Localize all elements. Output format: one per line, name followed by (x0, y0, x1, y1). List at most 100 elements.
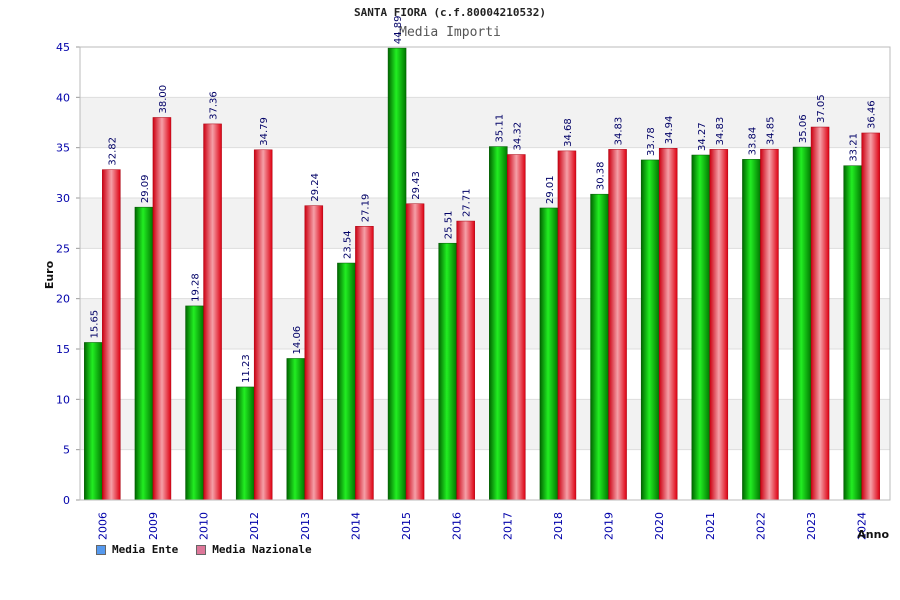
x-tick-label: 2022 (754, 512, 767, 540)
data-label-ente-2021: 34.27 (697, 122, 708, 151)
data-label-nazionale-2015: 29.43 (411, 171, 422, 200)
x-axis-label: Anno (857, 528, 889, 541)
bar-nazionale-2017 (507, 154, 526, 501)
bar-nazionale-2023 (810, 126, 830, 501)
x-tick-label: 2010 (198, 512, 211, 540)
x-tick-label: 2015 (400, 512, 413, 540)
data-label-nazionale-2012: 34.79 (259, 117, 270, 146)
x-tick-label: 2006 (96, 512, 109, 540)
data-label-ente-2012: 11.23 (241, 354, 252, 383)
bar-nazionale-2022 (760, 148, 779, 501)
data-label-ente-2010: 19.28 (191, 273, 202, 302)
bars-layer (84, 47, 880, 501)
x-tick-label: 2021 (704, 512, 717, 540)
x-tick-label: 2017 (501, 512, 514, 540)
bar-ente-2023 (792, 146, 812, 501)
bar-ente-2020 (640, 159, 660, 501)
y-tick-label: 10 (56, 393, 70, 406)
data-label-nazionale-2018: 34.68 (563, 118, 574, 147)
bar-nazionale-2014 (355, 226, 374, 501)
bar-nazionale-2013 (304, 205, 324, 501)
data-label-ente-2019: 30.38 (596, 162, 607, 191)
bar-ente-2019 (590, 193, 609, 501)
bar-ente-2009 (134, 206, 154, 501)
data-label-ente-2022: 33.84 (747, 127, 758, 156)
x-tick-label: 2012 (248, 512, 261, 540)
data-label-nazionale-2014: 27.19 (360, 194, 371, 223)
y-tick-label: 30 (56, 192, 70, 205)
data-label-nazionale-2019: 34.83 (614, 117, 625, 146)
y-tick-label: 5 (63, 444, 70, 457)
data-label-ente-2009: 29.09 (140, 175, 151, 204)
bar-ente-2021 (691, 154, 711, 501)
data-label-nazionale-2006: 32.82 (107, 137, 118, 166)
data-label-nazionale-2021: 34.83 (715, 117, 726, 146)
legend-item-nazionale: Media Nazionale (196, 543, 312, 556)
bar-ente-2017 (489, 146, 508, 501)
bar-ente-2006 (84, 342, 103, 501)
bar-nazionale-2010 (203, 123, 222, 501)
x-tick-label: 2019 (603, 512, 616, 540)
data-label-nazionale-2010: 37.36 (209, 91, 220, 120)
legend-label-ente: Media Ente (112, 543, 179, 556)
y-tick-label: 45 (56, 41, 70, 54)
bar-nazionale-2015 (405, 203, 425, 501)
data-label-nazionale-2009: 38.00 (158, 85, 169, 114)
data-label-nazionale-2023: 37.05 (816, 94, 827, 123)
bar-ente-2015 (387, 47, 407, 501)
chart-title: SANTA FIORA (c.f.80004210532) (353, 6, 547, 19)
bar-ente-2014 (337, 262, 356, 501)
x-tick-label: 2009 (147, 512, 160, 540)
x-tick-label: 2024 (856, 512, 869, 540)
bar-ente-2012 (235, 386, 255, 501)
bar-ente-2013 (286, 358, 306, 501)
x-tick-label: 2013 (299, 512, 312, 540)
y-tick-label: 20 (56, 293, 70, 306)
x-tick-label: 2023 (805, 512, 818, 540)
bar-nazionale-2009 (152, 117, 172, 501)
data-label-ente-2015: 44.89 (393, 15, 404, 44)
data-label-ente-2024: 33.21 (849, 133, 860, 162)
data-label-nazionale-2024: 36.46 (867, 100, 878, 129)
bar-ente-2016 (438, 242, 457, 501)
bar-nazionale-2019 (608, 149, 627, 501)
bar-ente-2024 (843, 165, 862, 501)
x-tick-label: 2014 (349, 512, 362, 540)
data-label-nazionale-2017: 34.32 (512, 122, 523, 151)
bar-nazionale-2012 (253, 149, 273, 501)
bar-nazionale-2020 (658, 148, 678, 501)
data-label-ente-2023: 35.06 (798, 114, 809, 143)
bar-ente-2022 (742, 159, 761, 501)
bar-nazionale-2024 (861, 132, 880, 501)
y-axis-label: Euro (43, 260, 56, 289)
data-labels-layer: 15.65 32.82 29.09 38.00 19.28 37.36 11.23 34.79… (89, 15, 877, 382)
legend-item-ente: Media Ente (96, 543, 178, 556)
data-label-ente-2020: 33.78 (646, 127, 657, 156)
y-tick-label: 15 (56, 343, 70, 356)
data-label-nazionale-2016: 27.71 (462, 188, 473, 217)
chart-subtitle: Media Importi (399, 25, 501, 40)
bar-nazionale-2018 (557, 150, 577, 501)
x-tick-label: 2018 (552, 512, 565, 540)
y-tick-label: 0 (63, 494, 70, 507)
y-tick-label: 35 (56, 142, 70, 155)
data-label-nazionale-2022: 34.85 (765, 117, 776, 146)
bar-ente-2010 (185, 305, 204, 501)
legend-label-nazionale: Media Nazionale (212, 543, 312, 556)
data-label-ente-2017: 35.11 (494, 114, 505, 143)
bar-ente-2018 (539, 207, 559, 501)
y-tick-label: 40 (56, 91, 70, 104)
data-label-ente-2016: 25.51 (444, 211, 455, 240)
data-label-nazionale-2013: 29.24 (310, 173, 321, 202)
bar-nazionale-2006 (102, 169, 121, 501)
data-label-ente-2018: 29.01 (545, 175, 556, 204)
axis-layer: 0 5 10 15 20 25 30 35 40 45 2006 2009 2010 2012 2013 20… (43, 41, 891, 541)
legend-swatch-ente (96, 544, 106, 555)
y-tick-label: 25 (56, 242, 70, 255)
legend: Media Ente Media Nazionale (96, 543, 312, 556)
x-tick-label: 2016 (451, 512, 464, 540)
legend-swatch-nazionale (196, 544, 207, 555)
plot-frame (79, 46, 891, 501)
